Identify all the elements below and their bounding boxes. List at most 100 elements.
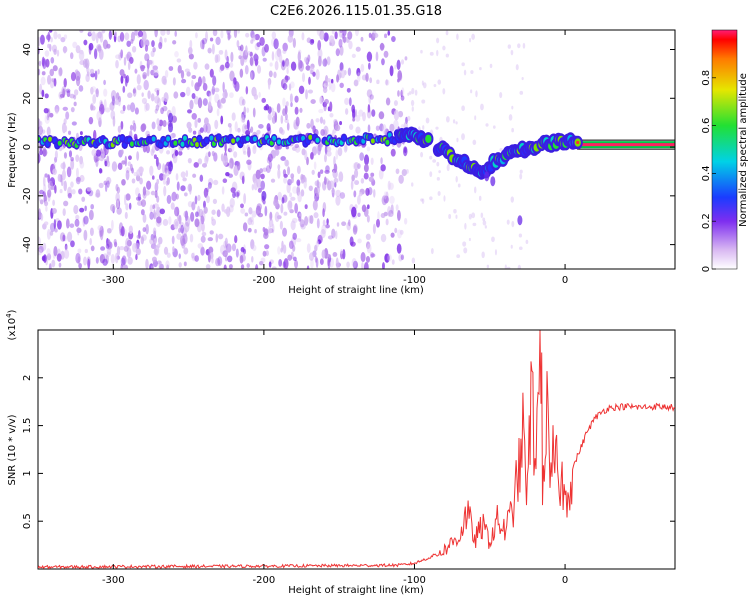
noise-speckle — [51, 179, 55, 184]
noise-speckle — [356, 67, 361, 77]
noise-speckle — [92, 94, 97, 105]
noise-speckle — [278, 53, 283, 63]
noise-speckle — [393, 109, 400, 121]
noise-speckle — [479, 67, 482, 71]
noise-speckle — [320, 228, 326, 239]
noise-speckle — [197, 117, 202, 123]
noise-speckle — [220, 97, 226, 104]
noise-speckle — [292, 186, 298, 194]
noise-speckle — [78, 188, 83, 195]
noise-speckle — [287, 254, 293, 261]
noise-speckle — [142, 213, 147, 223]
noise-speckle — [46, 126, 51, 137]
noise-speckle — [127, 92, 133, 99]
noise-speckle — [349, 123, 354, 131]
noise-speckle — [446, 164, 450, 172]
noise-speckle — [288, 240, 294, 250]
noise-speckle — [125, 203, 129, 211]
spectrogram-y-tick-label: 20 — [22, 92, 33, 105]
noise-speckle — [486, 264, 490, 269]
noise-speckle — [267, 153, 273, 163]
noise-speckle — [292, 256, 297, 262]
noise-speckle — [142, 186, 147, 196]
noise-speckle — [52, 199, 55, 206]
noise-speckle — [153, 69, 159, 77]
signal-core — [385, 139, 390, 146]
noise-speckle — [335, 195, 341, 206]
noise-speckle — [322, 219, 326, 227]
noise-speckle — [225, 171, 230, 177]
noise-speckle — [394, 64, 397, 70]
noise-speckle — [313, 161, 317, 170]
noise-speckle — [344, 97, 350, 106]
noise-speckle — [71, 189, 76, 195]
noise-speckle — [153, 248, 158, 255]
noise-speckle — [186, 71, 191, 77]
noise-speckle — [411, 106, 414, 112]
noise-speckle — [259, 36, 265, 46]
noise-speckle — [280, 203, 284, 214]
noise-speckle — [299, 219, 305, 228]
noise-speckle — [264, 244, 270, 250]
noise-speckle — [387, 205, 392, 217]
noise-speckle — [42, 58, 47, 70]
noise-speckle — [63, 46, 67, 54]
noise-speckle — [55, 108, 59, 115]
noise-speckle — [472, 222, 477, 227]
noise-speckle — [193, 61, 198, 70]
noise-speckle — [323, 129, 328, 138]
noise-speckle — [339, 249, 344, 255]
noise-speckle — [246, 263, 250, 268]
noise-speckle — [166, 194, 172, 204]
noise-speckle — [76, 227, 82, 234]
noise-speckle — [335, 189, 341, 198]
noise-speckle — [172, 40, 177, 45]
noise-speckle — [352, 260, 358, 269]
noise-speckle — [103, 79, 106, 86]
noise-speckle — [296, 165, 301, 175]
noise-speckle — [273, 71, 277, 79]
noise-speckle — [262, 167, 268, 172]
noise-speckle — [39, 189, 44, 195]
noise-speckle — [61, 169, 66, 181]
noise-speckle — [380, 157, 383, 165]
noise-speckle — [94, 70, 98, 81]
noise-speckle — [277, 246, 281, 255]
noise-speckle — [136, 74, 141, 85]
noise-speckle — [136, 84, 142, 91]
noise-speckle — [358, 192, 363, 197]
noise-speckle — [239, 68, 244, 78]
noise-speckle — [79, 160, 85, 169]
signal-core — [342, 135, 347, 141]
noise-speckle — [63, 118, 67, 125]
noise-speckle — [152, 227, 157, 236]
noise-speckle — [484, 225, 487, 229]
noise-speckle — [389, 65, 394, 77]
noise-speckle — [146, 180, 152, 190]
noise-speckle — [221, 203, 225, 213]
noise-speckle — [321, 224, 327, 235]
noise-speckle — [323, 176, 327, 185]
noise-speckle — [178, 150, 183, 156]
noise-speckle — [229, 126, 232, 134]
noise-speckle — [101, 150, 106, 157]
noise-speckle — [404, 56, 408, 61]
noise-speckle — [291, 176, 294, 184]
noise-speckle — [254, 52, 257, 59]
noise-speckle — [108, 30, 112, 40]
noise-speckle — [151, 175, 155, 180]
noise-speckle — [353, 190, 357, 198]
noise-speckle — [360, 178, 365, 184]
noise-speckle — [287, 34, 294, 43]
noise-speckle — [215, 233, 219, 243]
noise-speckle — [185, 215, 191, 227]
noise-speckle — [296, 179, 301, 186]
noise-speckle — [135, 174, 141, 182]
noise-speckle — [355, 46, 361, 52]
noise-speckle — [116, 200, 120, 209]
noise-speckle — [217, 233, 224, 240]
noise-speckle — [63, 34, 68, 39]
noise-speckle — [97, 225, 103, 231]
noise-speckle — [251, 255, 254, 263]
noise-speckle — [271, 31, 277, 40]
